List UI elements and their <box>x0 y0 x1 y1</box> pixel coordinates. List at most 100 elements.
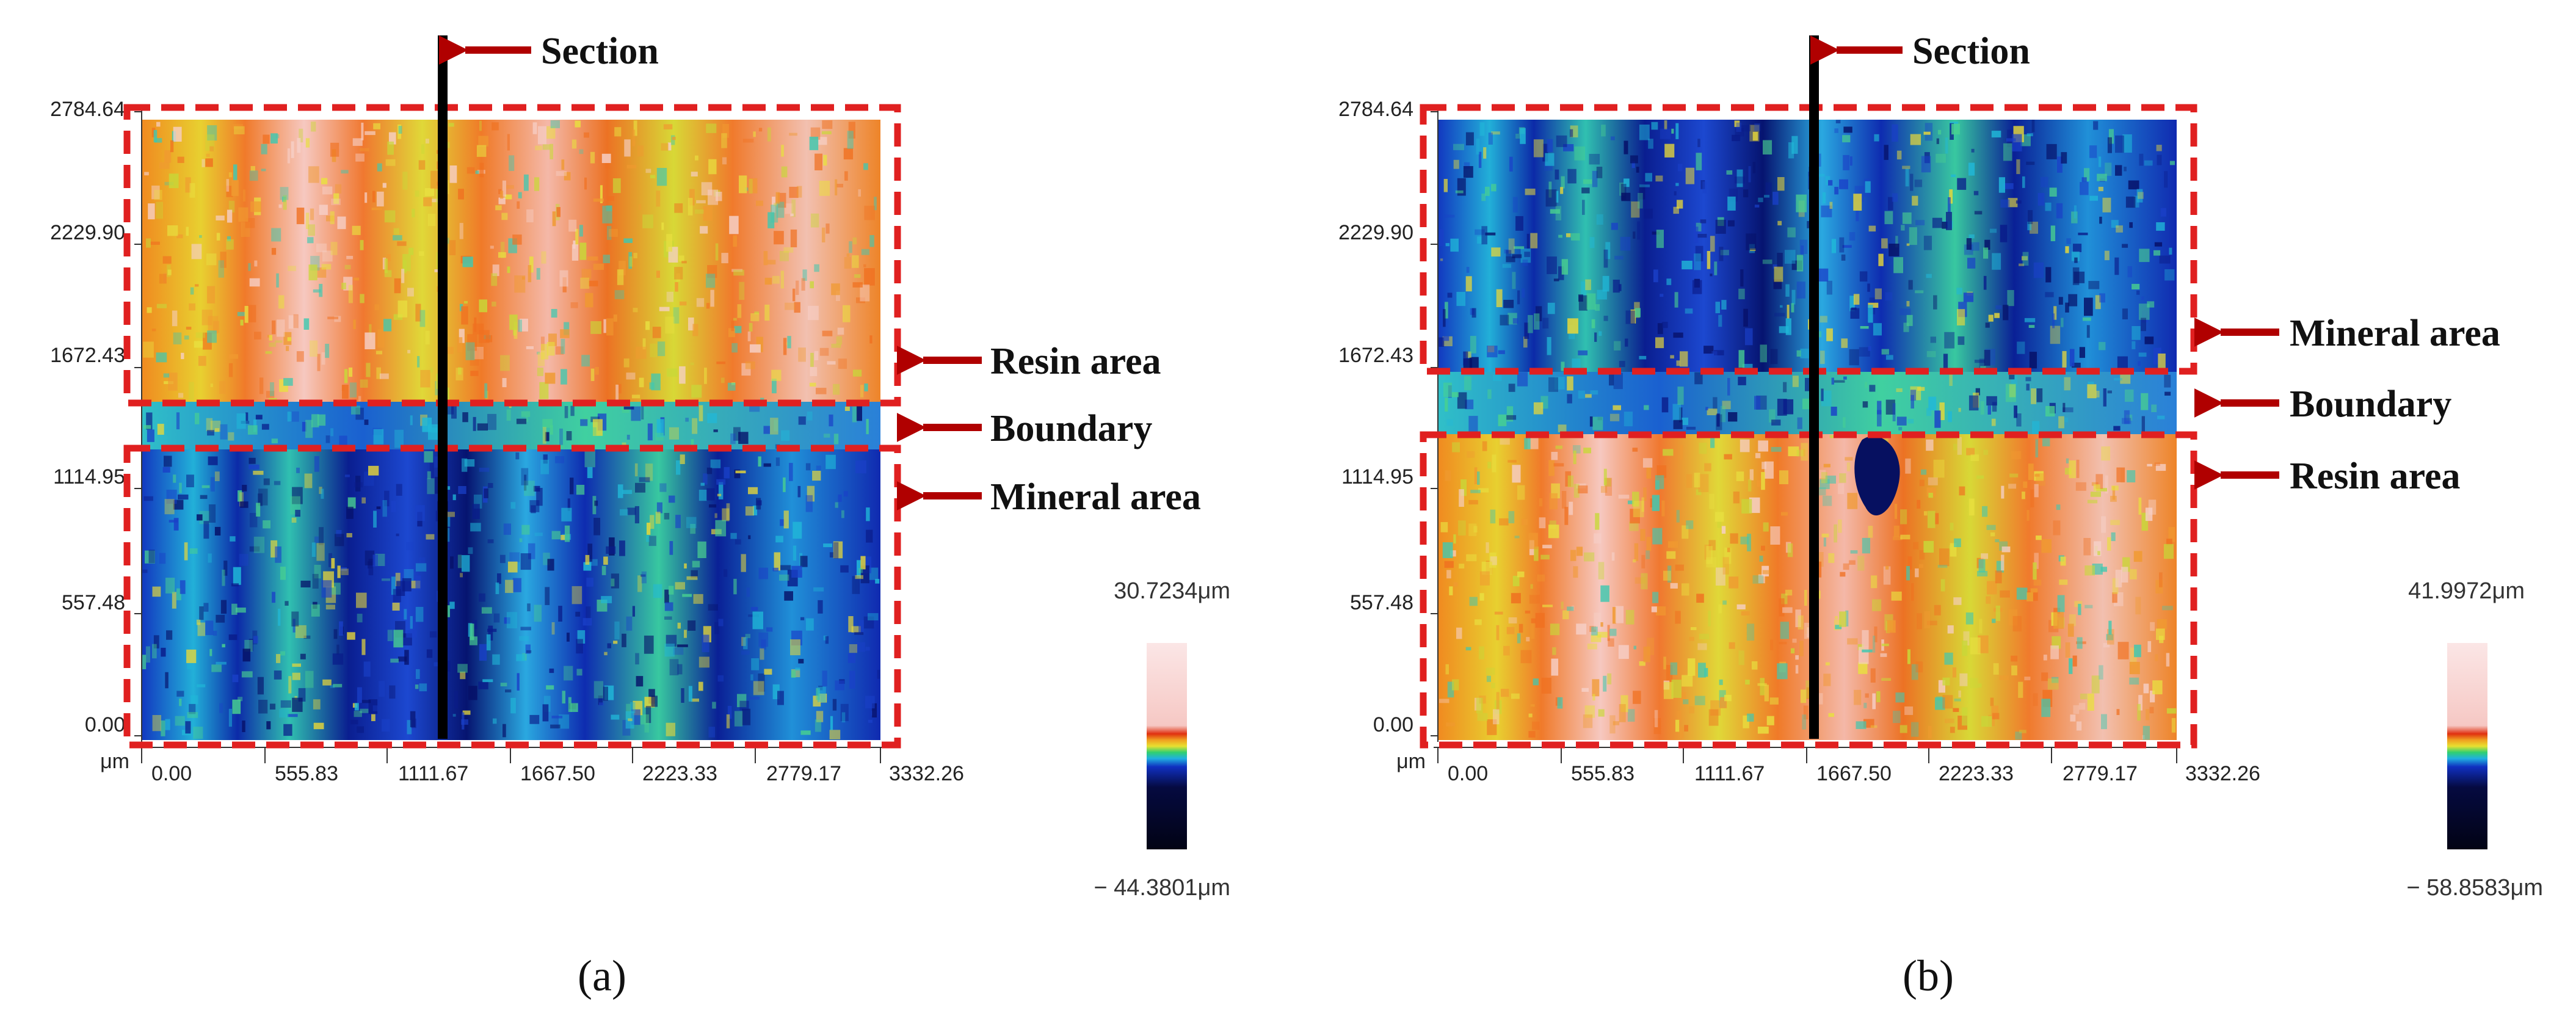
speckle <box>823 543 832 548</box>
speckle <box>2144 160 2153 166</box>
speckle <box>690 362 694 365</box>
speckle <box>728 328 736 338</box>
speckle <box>2155 654 2158 661</box>
speckle <box>1887 620 1896 633</box>
speckle <box>206 253 217 266</box>
speckle <box>2084 565 2095 576</box>
speckle <box>488 483 493 488</box>
speckle <box>1760 344 1767 363</box>
speckle <box>164 499 175 515</box>
speckle <box>481 607 492 614</box>
speckle <box>756 200 763 206</box>
speckle <box>561 159 565 170</box>
speckle <box>1795 665 1799 674</box>
speckle <box>388 132 396 145</box>
speckle <box>187 657 192 670</box>
speckle <box>402 254 411 272</box>
speckle <box>537 352 540 355</box>
speckle <box>152 644 157 659</box>
speckle <box>734 325 742 333</box>
speckle <box>1481 226 1487 245</box>
speckle <box>843 305 851 322</box>
speckle <box>1799 239 1808 254</box>
speckle <box>1779 642 1787 645</box>
speckle <box>1986 596 1991 604</box>
speckle <box>1661 397 1669 413</box>
speckle <box>373 123 380 129</box>
speckle <box>1841 338 1848 348</box>
speckle <box>1937 565 1948 568</box>
speckle <box>1826 328 1833 341</box>
speckle <box>657 341 666 357</box>
speckle <box>611 714 620 720</box>
speckle <box>797 485 801 498</box>
speckle <box>701 182 713 195</box>
speckle <box>1660 128 1671 139</box>
speckle <box>1539 498 1543 507</box>
speckle <box>1785 318 1791 335</box>
speckle <box>552 211 556 227</box>
speckle <box>678 255 684 262</box>
speckle <box>1602 275 1609 292</box>
speckle <box>460 671 466 680</box>
speckle <box>2154 462 2160 466</box>
speckle <box>2148 499 2157 515</box>
speckle <box>1442 542 1453 558</box>
speckle <box>218 260 224 278</box>
speckle <box>2157 154 2162 165</box>
speckle <box>506 185 514 189</box>
speckle <box>1463 351 1468 366</box>
speckle <box>412 208 415 217</box>
speckle <box>493 718 497 724</box>
speckle <box>1988 314 1994 322</box>
speckle <box>2132 283 2140 289</box>
speckle <box>1657 323 1663 335</box>
speckle <box>382 257 386 270</box>
speckle <box>228 363 233 377</box>
speckle <box>321 488 324 499</box>
speckle <box>551 531 561 540</box>
x-tick: 3332.26 <box>2185 762 2260 785</box>
speckle <box>733 235 738 247</box>
speckle <box>2063 407 2073 413</box>
speckle <box>2045 267 2052 283</box>
speckle <box>492 302 496 307</box>
speckle <box>1595 513 1600 530</box>
speckle <box>815 719 822 732</box>
speckle <box>675 582 685 590</box>
panel-a-resin-texture <box>142 120 880 402</box>
speckle <box>2001 546 2011 553</box>
speckle <box>852 406 857 423</box>
speckle <box>166 489 177 504</box>
speckle <box>1561 491 1567 509</box>
speckle <box>2026 592 2033 601</box>
speckle <box>2017 341 2025 354</box>
speckle <box>189 382 194 401</box>
speckle <box>1589 416 1593 427</box>
speckle <box>1595 304 1600 311</box>
speckle <box>1903 322 1909 332</box>
speckle <box>2113 426 2121 431</box>
speckle <box>1619 183 1625 196</box>
speckle <box>2132 326 2141 340</box>
speckle <box>1828 180 1833 186</box>
speckle <box>790 639 800 656</box>
speckle <box>688 318 694 331</box>
speckle <box>271 228 281 242</box>
speckle <box>1465 351 1471 358</box>
speckle <box>519 538 523 542</box>
speckle <box>628 718 633 721</box>
panel-b-y-axis: 2784.64 2229.90 1672.43 1114.95 557.48 0… <box>1338 98 1439 742</box>
speckle <box>167 225 178 236</box>
speckle <box>1553 463 1564 467</box>
speckle <box>704 368 707 384</box>
speckle <box>2104 250 2110 261</box>
speckle <box>207 430 214 436</box>
speckle <box>1741 499 1752 514</box>
speckle <box>534 177 540 191</box>
speckle <box>393 228 399 235</box>
speckle <box>1764 461 1774 479</box>
speckle <box>213 631 217 636</box>
speckle <box>1446 419 1453 426</box>
speckle <box>663 124 673 129</box>
